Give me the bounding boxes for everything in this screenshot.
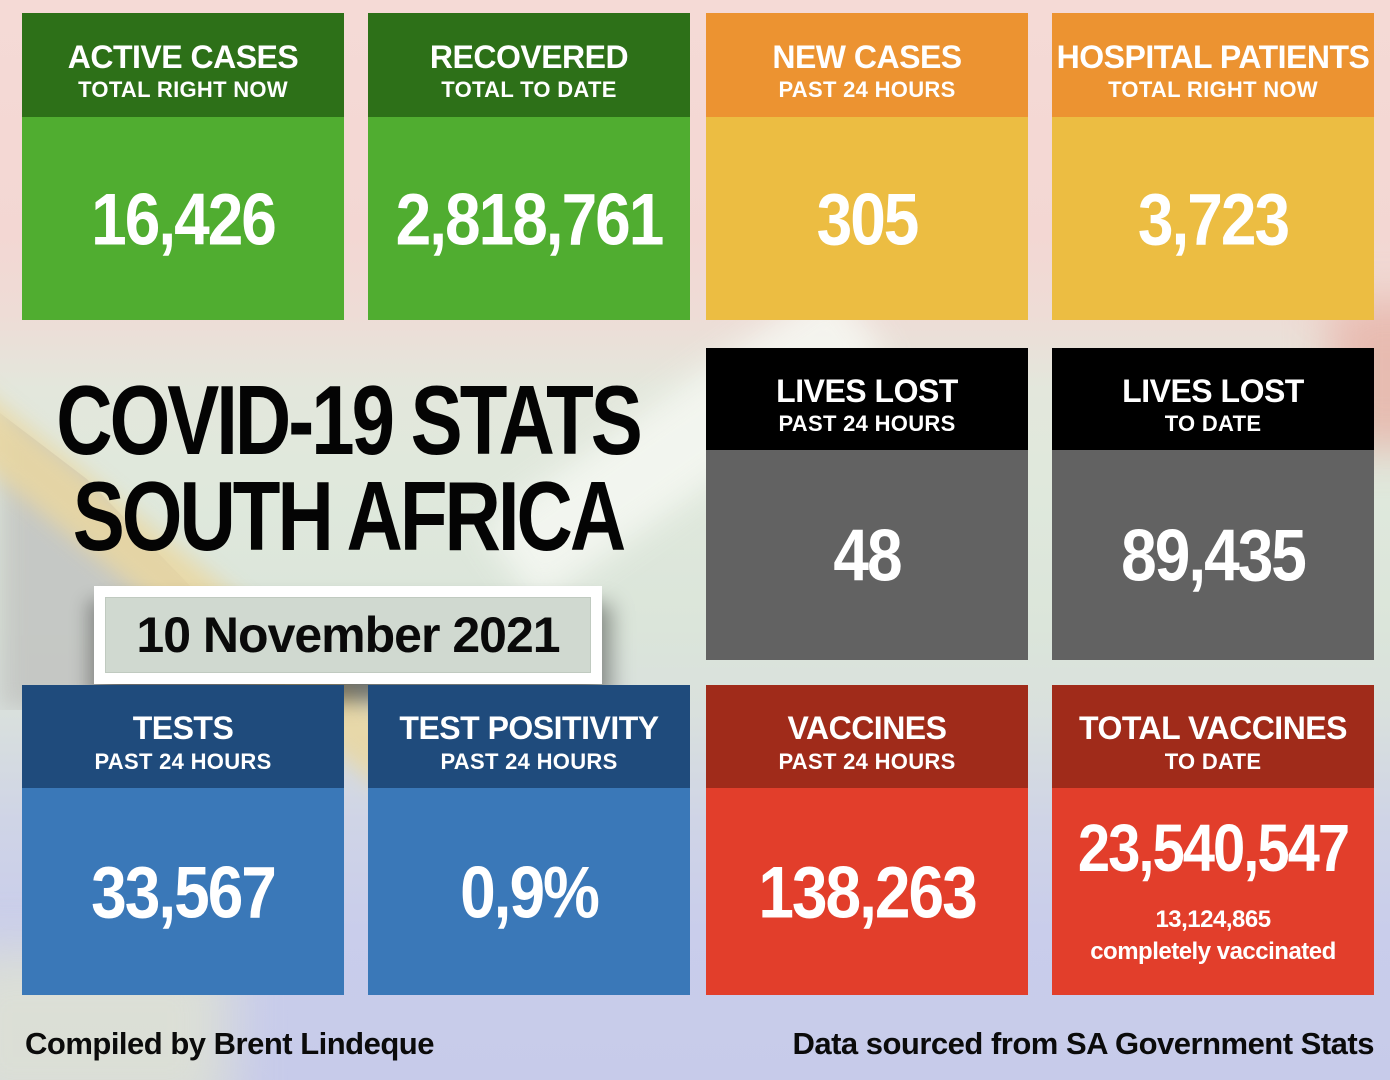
card-title: NEW CASES: [772, 38, 962, 75]
stat-card-new-cases: NEW CASES PAST 24 HOURS 305: [706, 13, 1028, 320]
date-text: 10 November 2021: [105, 597, 591, 673]
card-header: ACTIVE CASES TOTAL RIGHT NOW: [22, 13, 344, 117]
card-value: 48: [833, 513, 902, 597]
footer-credit: Compiled by Brent Lindeque: [25, 1026, 434, 1061]
card-value: 89,435: [1121, 513, 1307, 597]
page-title-line2: SOUTH AFRICA: [72, 460, 626, 572]
card-title: TESTS: [132, 710, 234, 747]
card-body: 48: [706, 450, 1028, 660]
stat-card-lives-lost-24h: LIVES LOST PAST 24 HOURS 48: [706, 348, 1028, 660]
card-title: LIVES LOST: [1122, 372, 1304, 409]
card-subtitle: PAST 24 HOURS: [778, 748, 956, 774]
stat-card-tests: TESTS PAST 24 HOURS 33,567: [22, 685, 344, 995]
card-header: HOSPITAL PATIENTS TOTAL RIGHT NOW: [1052, 13, 1374, 117]
completely-vaccinated-label: completely vaccinated: [1090, 938, 1336, 965]
stat-card-hospital-patients: HOSPITAL PATIENTS TOTAL RIGHT NOW 3,723: [1052, 13, 1374, 320]
card-title: TEST POSITIVITY: [399, 710, 659, 747]
card-body: 0,9%: [368, 788, 690, 995]
card-subtitle: TO DATE: [1164, 748, 1262, 774]
card-value: 305: [816, 177, 920, 260]
card-body: 2,818,761: [368, 117, 690, 320]
card-body: 3,723: [1052, 117, 1374, 320]
completely-vaccinated-count: 13,124,865: [1155, 905, 1271, 933]
card-body: 305: [706, 117, 1028, 320]
card-subtitle: TOTAL RIGHT NOW: [1108, 77, 1318, 103]
title-block: COVID-19 STATS SOUTH AFRICA 10 November …: [8, 365, 688, 684]
card-subtitle: TOTAL RIGHT NOW: [78, 77, 288, 103]
card-value: 2,818,761: [395, 177, 665, 260]
card-subtitle: TOTAL TO DATE: [441, 77, 617, 103]
card-body: 23,540,547 13,124,865 completely vaccina…: [1052, 788, 1374, 995]
card-title: RECOVERED: [429, 38, 629, 75]
card-title: HOSPITAL PATIENTS: [1056, 38, 1370, 75]
card-extra-info: 13,124,865 completely vaccinated: [1090, 904, 1336, 969]
card-body: 138,263: [706, 788, 1028, 995]
card-value: 138,263: [758, 850, 977, 933]
card-body: 33,567: [22, 788, 344, 995]
card-body: 16,426: [22, 117, 344, 320]
card-subtitle: PAST 24 HOURS: [778, 77, 956, 103]
card-value: 3,723: [1137, 177, 1290, 260]
stat-card-vaccines-24h: VACCINES PAST 24 HOURS 138,263: [706, 685, 1028, 995]
card-value: 23,540,547: [1077, 810, 1350, 886]
card-subtitle: PAST 24 HOURS: [440, 748, 618, 774]
card-header: LIVES LOST PAST 24 HOURS: [706, 348, 1028, 450]
footer-source: Data sourced from SA Government Stats: [792, 1026, 1374, 1061]
card-title: VACCINES: [787, 710, 947, 747]
card-subtitle: PAST 24 HOURS: [778, 411, 956, 437]
date-badge: 10 November 2021: [94, 586, 602, 684]
stat-card-test-positivity: TEST POSITIVITY PAST 24 HOURS 0,9%: [368, 685, 690, 995]
stat-card-total-vaccines: TOTAL VACCINES TO DATE 23,540,547 13,124…: [1052, 685, 1374, 995]
card-header: VACCINES PAST 24 HOURS: [706, 685, 1028, 788]
card-value: 0,9%: [460, 850, 600, 933]
card-header: LIVES LOST TO DATE: [1052, 348, 1374, 450]
card-body: 89,435: [1052, 450, 1374, 660]
card-title: LIVES LOST: [776, 372, 958, 409]
card-header: TESTS PAST 24 HOURS: [22, 685, 344, 788]
card-header: TOTAL VACCINES TO DATE: [1052, 685, 1374, 788]
card-subtitle: PAST 24 HOURS: [94, 748, 272, 774]
footer: Compiled by Brent Lindeque Data sourced …: [25, 1026, 1374, 1062]
card-header: RECOVERED TOTAL TO DATE: [368, 13, 690, 117]
stat-card-active-cases: ACTIVE CASES TOTAL RIGHT NOW 16,426: [22, 13, 344, 320]
card-title: ACTIVE CASES: [67, 38, 299, 75]
card-title: TOTAL VACCINES: [1079, 710, 1347, 747]
card-value: 16,426: [91, 177, 277, 260]
stat-card-recovered: RECOVERED TOTAL TO DATE 2,818,761: [368, 13, 690, 320]
card-header: NEW CASES PAST 24 HOURS: [706, 13, 1028, 117]
stat-card-lives-lost-total: LIVES LOST TO DATE 89,435: [1052, 348, 1374, 660]
card-header: TEST POSITIVITY PAST 24 HOURS: [368, 685, 690, 788]
card-subtitle: TO DATE: [1164, 411, 1262, 437]
card-value: 33,567: [91, 850, 277, 933]
